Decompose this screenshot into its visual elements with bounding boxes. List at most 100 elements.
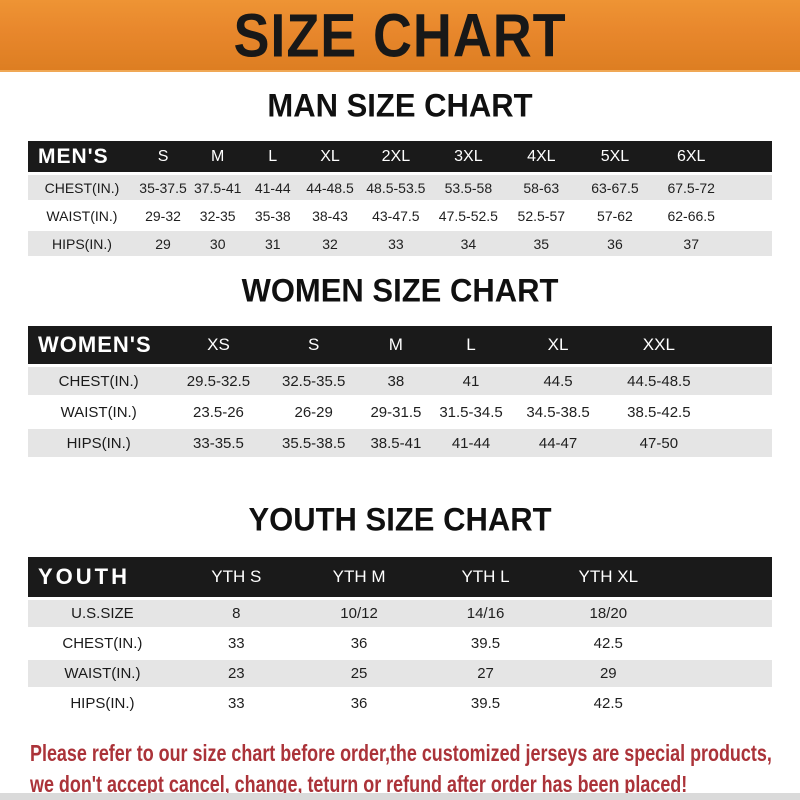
size-cell: 18/20 [548, 600, 668, 627]
size-cell: 30 [190, 231, 246, 256]
size-column-header: 2XL [359, 141, 432, 172]
size-cell: 35-37.5 [135, 175, 191, 200]
men-size-table: MEN'S S M L XL 2XL 3XL 4XL 5XL 6XL CHEST… [28, 138, 772, 259]
size-cell: 44-47 [510, 429, 607, 457]
size-cell: 37 [652, 231, 731, 256]
row-label: HIPS(IN.) [28, 690, 177, 717]
men-section-title-text: MAN SIZE CHART [267, 87, 533, 124]
size-cell: 29-31.5 [359, 398, 432, 426]
size-cell: 38.5-42.5 [606, 398, 712, 426]
row-label: HIPS(IN.) [28, 231, 136, 256]
row-label: WAIST(IN.) [28, 398, 170, 426]
size-cell: 36 [577, 231, 653, 256]
size-cell: 44.5 [510, 367, 607, 395]
size-column-header: 5XL [577, 141, 653, 172]
measurement-row: CHEST(IN.) 35-37.5 37.5-41 41-44 44-48.5… [28, 175, 772, 200]
men-section: MAN SIZE CHART MEN'S S M L XL 2XL 3XL 4X… [0, 87, 800, 259]
size-column-header: 4XL [504, 141, 578, 172]
spacer-cell [667, 600, 772, 627]
size-cell: 63-67.5 [577, 175, 653, 200]
spacer-cell [667, 557, 772, 597]
measurement-row: HIPS(IN.) 33 36 39.5 42.5 [28, 690, 772, 717]
measurement-row: HIPS(IN.) 29 30 31 32 33 34 35 36 37 [28, 231, 772, 256]
size-cell: 44.5-48.5 [606, 367, 712, 395]
row-label: U.S.SIZE [28, 600, 177, 627]
size-cell: 37.5-41 [190, 175, 246, 200]
size-cell: 32-35 [190, 203, 246, 228]
size-cell: 57-62 [577, 203, 653, 228]
spacer-cell [667, 660, 772, 687]
size-cell: 34 [431, 231, 505, 256]
size-cell: 47-50 [606, 429, 712, 457]
size-cell: 32.5-35.5 [267, 367, 360, 395]
row-label: CHEST(IN.) [28, 367, 170, 395]
women-size-table: WOMEN'S XS S M L XL XXL CHEST(IN.) 29.5-… [28, 323, 772, 460]
row-label: HIPS(IN.) [28, 429, 170, 457]
measurement-row: WAIST(IN.) 23 25 27 29 [28, 660, 772, 687]
size-cell: 44-48.5 [300, 175, 360, 200]
size-column-header: 3XL [431, 141, 505, 172]
size-cell: 39.5 [422, 690, 549, 717]
size-cell: 53.5-58 [431, 175, 505, 200]
size-cell: 33 [359, 231, 432, 256]
size-cell: 41 [431, 367, 511, 395]
size-cell: 27 [422, 660, 549, 687]
size-cell: 41-44 [245, 175, 301, 200]
size-cell: 26-29 [267, 398, 360, 426]
spacer-cell [711, 326, 772, 364]
spacer-cell [711, 367, 772, 395]
group-label: WOMEN'S [28, 326, 170, 364]
size-cell: 52.5-57 [504, 203, 578, 228]
youth-section-title-text: YOUTH SIZE CHART [248, 501, 552, 538]
size-column-header: YTH XL [548, 557, 668, 597]
men-header-row: MEN'S S M L XL 2XL 3XL 4XL 5XL 6XL [28, 141, 772, 172]
size-cell: 47.5-52.5 [431, 203, 505, 228]
row-label: CHEST(IN.) [28, 175, 136, 200]
measurement-row: HIPS(IN.) 33-35.5 35.5-38.5 38.5-41 41-4… [28, 429, 772, 457]
women-header-row: WOMEN'S XS S M L XL XXL [28, 326, 772, 364]
size-cell: 8 [176, 600, 296, 627]
size-cell: 39.5 [422, 630, 549, 657]
youth-header-row: YOUTH YTH S YTH M YTH L YTH XL [28, 557, 772, 597]
size-cell: 38-43 [300, 203, 360, 228]
size-cell: 36 [295, 690, 423, 717]
size-cell: 14/16 [422, 600, 549, 627]
size-cell: 33-35.5 [169, 429, 268, 457]
size-cell: 31.5-34.5 [431, 398, 511, 426]
size-cell: 25 [295, 660, 423, 687]
size-cell: 34.5-38.5 [510, 398, 607, 426]
group-label: MEN'S [28, 141, 136, 172]
size-cell: 35.5-38.5 [267, 429, 360, 457]
size-cell: 23.5-26 [169, 398, 268, 426]
size-chart-banner: SIZE CHART [0, 0, 800, 72]
size-cell: 35 [504, 231, 578, 256]
measurement-row: U.S.SIZE 8 10/12 14/16 18/20 [28, 600, 772, 627]
size-cell: 31 [245, 231, 301, 256]
size-cell: 23 [176, 660, 296, 687]
size-column-header: YTH M [295, 557, 423, 597]
spacer-cell [667, 630, 772, 657]
size-cell: 33 [176, 630, 296, 657]
size-cell: 41-44 [431, 429, 511, 457]
women-section-title: WOMEN SIZE CHART [0, 274, 800, 309]
spacer-cell [667, 690, 772, 717]
spacer-cell [730, 141, 772, 172]
spacer-cell [730, 175, 772, 200]
measurement-row: WAIST(IN.) 23.5-26 26-29 29-31.5 31.5-34… [28, 398, 772, 426]
youth-section-title: YOUTH SIZE CHART [0, 501, 800, 538]
size-cell: 38.5-41 [359, 429, 432, 457]
size-cell: 35-38 [245, 203, 301, 228]
disclaimer-line-2: we don't accept cancel, change, teturn o… [30, 771, 688, 797]
group-label: YOUTH [28, 557, 177, 597]
banner-title: SIZE CHART [233, 0, 567, 70]
size-column-header: XS [169, 326, 268, 364]
size-cell: 42.5 [548, 630, 668, 657]
size-column-header: XXL [606, 326, 712, 364]
row-label: WAIST(IN.) [28, 660, 177, 687]
size-cell: 67.5-72 [652, 175, 731, 200]
size-cell: 33 [176, 690, 296, 717]
size-cell: 42.5 [548, 690, 668, 717]
size-cell: 29.5-32.5 [169, 367, 268, 395]
youth-size-table: YOUTH YTH S YTH M YTH L YTH XL U.S.SIZE … [28, 554, 772, 720]
spacer-cell [711, 429, 772, 457]
